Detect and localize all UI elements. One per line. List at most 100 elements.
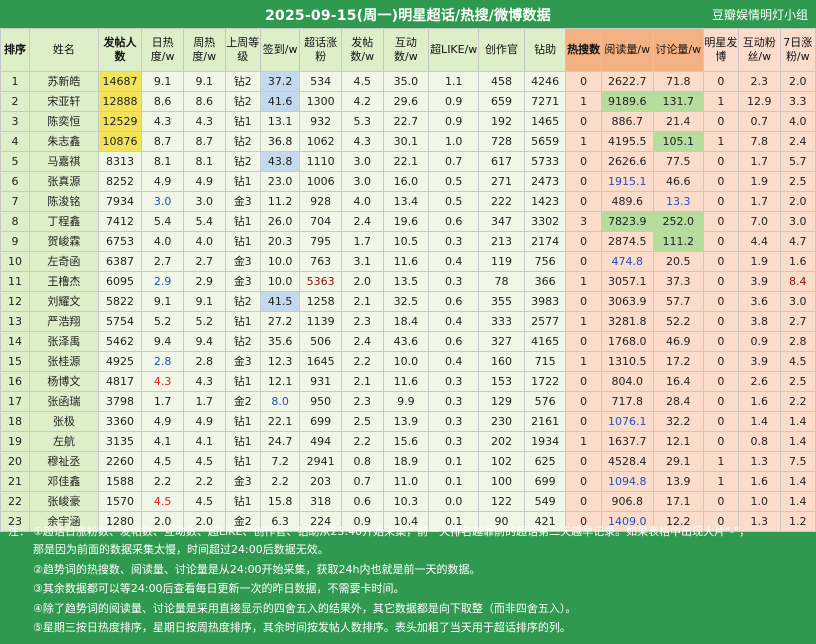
table-row[interactable]: 1 苏新皓 14687 9.1 9.1 钻2 37.2 534 4.5 35.0 1.1 458 424… (0, 71, 816, 92)
cell-weekly-heat: 8.1 (182, 151, 226, 172)
cell-discussions: 46.9 (652, 331, 704, 352)
cell-7day-fans: 7.5 (779, 451, 816, 472)
header-daily-heat[interactable]: 日热度/w (141, 28, 184, 72)
cell-weekly-heat: 2.2 (182, 471, 226, 492)
header-last-week-level[interactable]: 上周等级 (224, 28, 261, 72)
header-posts[interactable]: 发帖数/w (340, 28, 384, 72)
header-star-posts[interactable]: 明星发博 (702, 28, 740, 72)
table-row[interactable]: 5 马嘉祺 8313 8.1 8.1 钻2 43.8 1110 3.0 22.1 0.7 617 573… (0, 151, 816, 172)
cell-7day-fans: 8.4 (779, 271, 816, 292)
table-row[interactable]: 16 杨博文 4817 4.3 4.3 钻1 12.1 931 2.1 11.6 0.3 153 172… (0, 371, 816, 392)
cell-posts: 2.5 (340, 411, 384, 432)
cell-star-posts: 0 (702, 431, 740, 452)
cell-hot-search: 0 (565, 151, 602, 172)
cell-7day-fans: 3.0 (779, 291, 816, 312)
cell-interaction-fans: 3.8 (738, 311, 781, 332)
cell-last-week-level: 钻2 (224, 151, 261, 172)
cell-rank: 3 (0, 111, 31, 132)
header-creators[interactable]: 创作官 (478, 28, 525, 72)
cell-name: 邓佳鑫 (29, 471, 99, 492)
cell-discussions: 57.7 (652, 291, 704, 312)
table-row[interactable]: 18 张极 3360 4.9 4.9 钻1 22.1 699 2.5 13.9 0.3 230 2161… (0, 411, 816, 432)
cell-daily-heat: 8.6 (141, 91, 184, 112)
cell-reads: 2626.6 (600, 151, 654, 172)
table-row[interactable]: 12 刘耀文 5822 9.1 9.1 钻2 41.5 1258 2.1 32.5 0.6 355 39… (0, 291, 816, 312)
header-rank[interactable]: 排序 (0, 28, 31, 72)
cell-fans-gain: 5363 (299, 271, 342, 292)
cell-daily-heat: 1.7 (141, 391, 184, 412)
table-row[interactable]: 4 朱志鑫 10876 8.7 8.7 钻2 36.8 1062 4.3 30.1 1.0 728 56… (0, 131, 816, 152)
cell-fans-gain: 2941 (299, 451, 342, 472)
cell-7day-fans: 1.4 (779, 411, 816, 432)
table-row[interactable]: 9 贺峻霖 6753 4.0 4.0 钻1 20.3 795 1.7 10.5 0.3 213 2174… (0, 231, 816, 252)
table-row[interactable]: 11 王橹杰 6095 2.9 2.9 金3 10.0 5363 2.0 13.5 0.3 78 366… (0, 271, 816, 292)
header-fans-gain[interactable]: 超话涨粉 (299, 28, 342, 72)
cell-creators: 347 (478, 211, 525, 232)
cell-boosters: 1423 (523, 191, 567, 212)
cell-checkin: 12.1 (259, 371, 301, 392)
cell-posts: 4.2 (340, 91, 384, 112)
table-row[interactable]: 14 张泽禹 5462 9.4 9.4 钻2 35.6 506 2.4 43.6 0.6 327 416… (0, 331, 816, 352)
cell-7day-fans: 2.4 (779, 131, 816, 152)
table-row[interactable]: 6 张真源 8252 4.9 4.9 钻1 23.0 1006 3.0 16.0 0.5 271 247… (0, 171, 816, 192)
cell-checkin: 36.8 (259, 131, 301, 152)
header-interaction-fans[interactable]: 互动粉丝/w (738, 28, 781, 72)
cell-star-posts: 0 (702, 251, 740, 272)
title-bar: 2025-09-15(周一)明星超话/热搜/微博数据 豆瓣娱情明灯小组 (0, 0, 816, 28)
table-row[interactable]: 22 张峻豪 1570 4.5 4.5 钻1 15.8 318 0.6 10.3 0.0 122 549… (0, 491, 816, 512)
table-row[interactable]: 3 陈奕恒 12529 4.3 4.3 钻1 13.1 932 5.3 22.7 0.9 192 146… (0, 111, 816, 132)
table-row[interactable]: 2 宋亚轩 12888 8.6 8.6 钻2 41.6 1300 4.2 29.6 0.9 659 72… (0, 91, 816, 112)
cell-7day-fans: 2.8 (779, 331, 816, 352)
cell-interaction-fans: 12.9 (738, 91, 781, 112)
cell-star-posts: 0 (702, 171, 740, 192)
cell-rank: 10 (0, 251, 31, 272)
header-checkin[interactable]: 签到/w (259, 28, 301, 72)
cell-fans-gain: 203 (299, 471, 342, 492)
table-row[interactable]: 8 丁程鑫 7412 5.4 5.4 钻1 26.0 704 2.4 19.6 0.6 347 3302… (0, 211, 816, 232)
table-row[interactable]: 10 左奇函 6387 2.7 2.7 金3 10.0 763 3.1 11.6 0.4 119 756… (0, 251, 816, 272)
table-row[interactable]: 13 严浩翔 5754 5.2 5.2 钻1 27.2 1139 2.3 18.4 0.4 333 25… (0, 311, 816, 332)
header-hot-search[interactable]: 热搜数 (565, 28, 602, 72)
cell-name: 左奇函 (29, 251, 99, 272)
cell-weekly-heat: 9.1 (182, 71, 226, 92)
table-row[interactable]: 19 左航 3135 4.1 4.1 钻1 24.7 494 2.2 15.6 0.3 202 1934… (0, 431, 816, 452)
cell-reads: 7823.9 (600, 211, 654, 232)
cell-posts: 3.0 (340, 151, 384, 172)
cell-interaction-fans: 1.6 (738, 391, 781, 412)
cell-7day-fans: 1.4 (779, 431, 816, 452)
cell-super-like: 0.4 (428, 251, 480, 272)
cell-star-posts: 0 (702, 71, 740, 92)
cell-7day-fans: 3.0 (779, 211, 816, 232)
table-row[interactable]: 21 邓佳鑫 1588 2.2 2.2 金3 2.2 203 0.7 11.0 0.1 100 699 0… (0, 471, 816, 492)
cell-interaction-fans: 0.9 (738, 331, 781, 352)
table-row[interactable]: 23 余宇涵 1280 2.0 2.0 金2 6.3 224 0.9 10.4 0.1 90 421 0 1… (0, 511, 816, 532)
cell-fans-gain: 763 (299, 251, 342, 272)
cell-super-like: 0.5 (428, 171, 480, 192)
header-discussions[interactable]: 讨论量/w (652, 28, 704, 72)
header-7day-fans[interactable]: 7日涨粉/w (779, 28, 816, 72)
header-boosters[interactable]: 钻助 (523, 28, 567, 72)
cell-discussions: 52.2 (652, 311, 704, 332)
cell-daily-heat: 9.1 (141, 71, 184, 92)
header-name[interactable]: 姓名 (29, 28, 99, 72)
header-super-like[interactable]: 超LIKE/w (428, 28, 480, 72)
header-posters[interactable]: 发帖人数 (97, 28, 143, 72)
header-reads[interactable]: 阅读量/w (600, 28, 654, 72)
header-interactions[interactable]: 互动数/w (382, 28, 430, 72)
cell-hot-search: 0 (565, 251, 602, 272)
cell-last-week-level: 钻1 (224, 431, 261, 452)
header-weekly-heat[interactable]: 周热度/w (182, 28, 226, 72)
cell-daily-heat: 2.9 (141, 271, 184, 292)
cell-discussions: 252.0 (652, 211, 704, 232)
cell-posts: 3.0 (340, 171, 384, 192)
cell-posts: 4.3 (340, 131, 384, 152)
table-row[interactable]: 20 穆祉丞 2260 4.5 4.5 钻1 7.2 2941 0.8 18.9 0.1 102 625… (0, 451, 816, 472)
table-row[interactable]: 7 陈浚铭 7934 3.0 3.0 金3 11.2 928 4.0 13.4 0.5 222 1423… (0, 191, 816, 212)
table-row[interactable]: 15 张桂源 4925 2.8 2.8 金3 12.3 1645 2.2 10.0 0.4 160 71… (0, 351, 816, 372)
cell-interactions: 9.9 (382, 391, 430, 412)
cell-daily-heat: 4.3 (141, 111, 184, 132)
table-row[interactable]: 17 张函瑞 3798 1.7 1.7 金2 8.0 950 2.3 9.9 0.3 129 576 0 7… (0, 391, 816, 412)
cell-daily-heat: 2.0 (141, 511, 184, 532)
cell-discussions: 46.6 (652, 171, 704, 192)
